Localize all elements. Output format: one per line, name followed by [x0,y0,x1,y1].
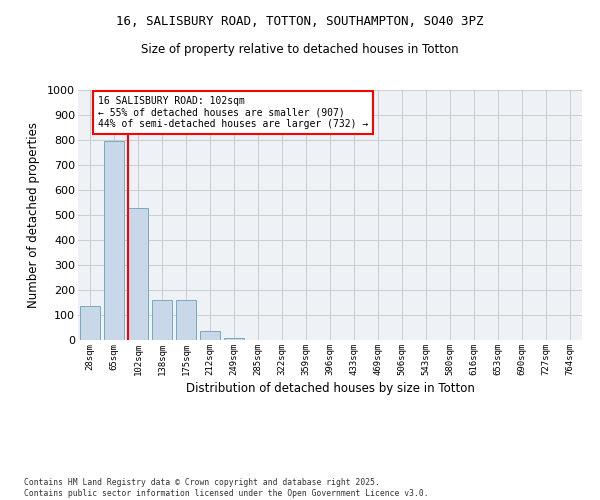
Bar [128,208,148,340]
Bar [104,141,124,340]
Y-axis label: Number of detached properties: Number of detached properties [27,122,40,308]
Bar [224,338,244,340]
X-axis label: Distribution of detached houses by size in Totton: Distribution of detached houses by size … [185,382,475,395]
Text: Contains HM Land Registry data © Crown copyright and database right 2025.
Contai: Contains HM Land Registry data © Crown c… [24,478,428,498]
Text: 16, SALISBURY ROAD, TOTTON, SOUTHAMPTON, SO40 3PZ: 16, SALISBURY ROAD, TOTTON, SOUTHAMPTON,… [116,15,484,28]
Bar [152,300,172,340]
Text: Size of property relative to detached houses in Totton: Size of property relative to detached ho… [141,42,459,56]
Text: 16 SALISBURY ROAD: 102sqm
← 55% of detached houses are smaller (907)
44% of semi: 16 SALISBURY ROAD: 102sqm ← 55% of detac… [98,96,368,130]
Bar [176,300,196,340]
Bar [80,306,100,340]
Bar [200,331,220,340]
